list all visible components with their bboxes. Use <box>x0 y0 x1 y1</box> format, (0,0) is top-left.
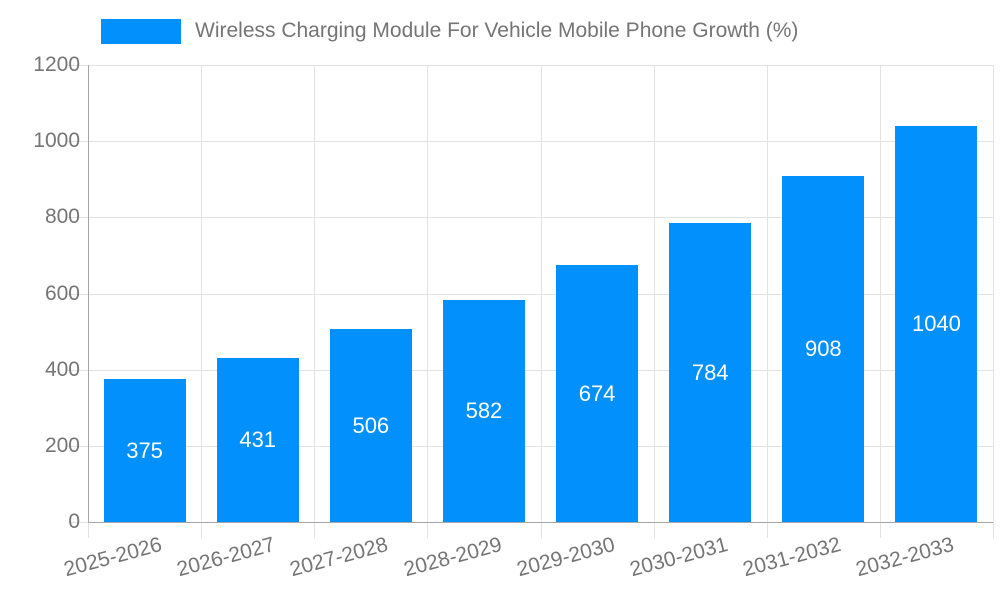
bar-value-label: 431 <box>239 426 277 452</box>
gridline-horizontal <box>68 293 993 295</box>
y-axis-tick-label: 1200 <box>33 53 80 76</box>
y-axis-tick-label: 200 <box>44 433 80 457</box>
gridline-vertical <box>201 65 203 538</box>
x-axis-tick-label: 2028-2029 <box>400 533 504 582</box>
gridline-vertical <box>653 65 655 538</box>
gridline-horizontal <box>68 445 993 447</box>
gridline-vertical <box>540 65 542 538</box>
bar-value-label: 784 <box>691 359 729 385</box>
x-axis-tick-label: 2026-2027 <box>174 533 278 582</box>
y-axis-tick-label: 1000 <box>33 129 80 153</box>
bar: 431 <box>216 357 299 522</box>
x-axis-tick-label: 2029-2030 <box>514 533 618 582</box>
x-axis-tick-label: 2032-2033 <box>853 533 957 582</box>
bar: 375 <box>103 379 186 522</box>
gridline-vertical <box>766 65 768 538</box>
gridline-horizontal <box>68 217 993 219</box>
x-axis-tick-label: 2031-2032 <box>740 533 844 582</box>
x-axis-tick-label: 2025-2026 <box>61 533 165 582</box>
x-axis-line <box>88 522 993 523</box>
gridline-vertical <box>314 65 316 538</box>
bar-value-label: 908 <box>804 336 842 362</box>
legend-swatch <box>101 18 181 44</box>
bar: 506 <box>329 329 412 522</box>
bar: 1040 <box>895 125 978 522</box>
bar: 582 <box>442 300 525 522</box>
gridline-vertical <box>993 65 994 538</box>
legend: Wireless Charging Module For Vehicle Mob… <box>101 17 798 45</box>
bar: 674 <box>556 265 639 522</box>
gridline-vertical <box>427 65 429 538</box>
bar-value-label: 375 <box>126 437 163 463</box>
bar-value-label: 674 <box>578 380 616 406</box>
gridline-horizontal <box>68 369 993 371</box>
x-axis-tick-label: 2027-2028 <box>287 533 391 582</box>
gridline-horizontal <box>68 65 993 66</box>
y-axis-tick-label: 0 <box>68 510 80 533</box>
y-axis-tick-label: 800 <box>44 205 80 229</box>
bar: 784 <box>669 223 752 522</box>
legend-label: Wireless Charging Module For Vehicle Mob… <box>195 19 799 42</box>
bar: 908 <box>782 176 865 522</box>
bar-value-label: 1040 <box>911 310 961 336</box>
bar-value-label: 506 <box>352 412 390 438</box>
y-axis-line <box>88 65 89 522</box>
x-axis-tick-label: 2030-2031 <box>627 533 731 582</box>
gridline-vertical <box>879 65 881 538</box>
y-axis-tick-label: 600 <box>44 281 80 305</box>
gridline-horizontal <box>68 141 993 143</box>
y-axis-tick-label: 400 <box>44 357 80 381</box>
bar-value-label: 582 <box>465 398 503 424</box>
